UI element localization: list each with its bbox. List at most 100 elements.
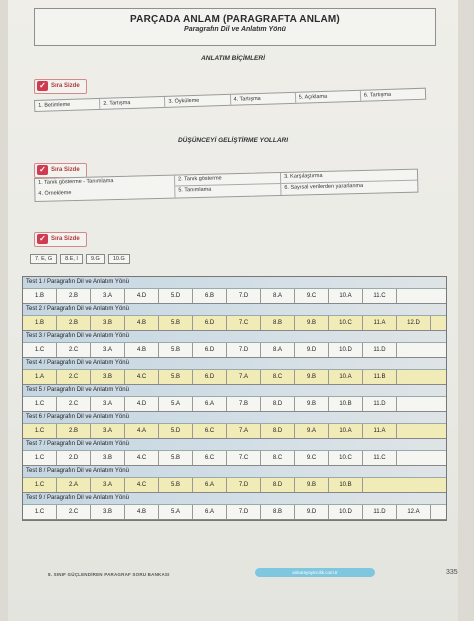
answer-cell: 9.B (295, 397, 329, 411)
answer-cell: 12.A (397, 505, 431, 519)
footer-website: ankarayayincilik.com.tr (255, 568, 375, 577)
answer-cell: 5.B (159, 451, 193, 465)
answer-cell: 5.D (159, 424, 193, 438)
answer-row: 1.B 2.B 3.A 4.D 5.D 6.B 7.D 8.A 9.C 10.A 11.C (23, 289, 446, 304)
answer-cell: 9.D (295, 343, 329, 357)
s3-item: 8.E, I (60, 254, 83, 264)
test-title: Test 7 / Paragrafın Dil ve Anlatım Yönü (23, 439, 446, 451)
answer-cell: 10.D (329, 505, 363, 519)
page-title: PARÇADA ANLAM (PARAGRAFTA ANLAM) (130, 14, 340, 25)
book-page: PARÇADA ANLAM (PARAGRAFTA ANLAM) Paragra… (8, 0, 458, 621)
section1-answers: 1. Betimleme 2. Tartışma 3. Öyküleme 4. … (34, 87, 427, 112)
answer-cell: 1.A (23, 370, 57, 384)
s2-cell: 6. Sayısal verilerden yararlanma (284, 182, 364, 191)
s1-item: 1. Betimleme (35, 98, 101, 111)
answer-cell: 7.D (227, 478, 261, 492)
answer-cell: 11.B (363, 370, 397, 384)
answer-cell: 6.D (193, 343, 227, 357)
section2-heading: DÜŞÜNCEYİ GELİŞTİRME YOLLARI (177, 137, 289, 144)
answer-cell: 7.A (227, 424, 261, 438)
answer-cell: 6.A (193, 478, 227, 492)
test-title: Test 8 / Paragrafın Dil ve Anlatım Yönü (23, 466, 446, 478)
answer-cell: 11.D (363, 343, 397, 357)
section3-answers: 7. E, G 8.E, I 9.G 10.G (30, 254, 130, 264)
answer-cell: 9.A (295, 424, 329, 438)
answer-cell: 3.A (91, 424, 125, 438)
check-icon: ✓ (37, 234, 48, 244)
answer-cell: 6.D (193, 370, 227, 384)
footer-book-title: 8. SINIF GÜÇLENDİREN PARAGRAF SORU BANKA… (48, 572, 170, 577)
answer-cell: 4.B (125, 343, 159, 357)
test-title: Test 6 / Paragrafın Dil ve Anlatım Yönü (23, 412, 446, 424)
test-title: Test 2 / Paragrafın Dil ve Anlatım Yönü (23, 304, 446, 316)
badge-label: Sıra Sizde (51, 83, 80, 89)
answer-cell: 7.B (227, 397, 261, 411)
section2-answers: 1. Tanık gösterme - Tanımlama 2. Tanık g… (34, 168, 419, 202)
sira-sizde-badge-3: ✓ Sıra Sizde (34, 232, 87, 247)
answer-row: 1.A 2.C 3.B 4.C 5.B 6.D 7.A 8.C 9.B 10.A 11.B (23, 370, 446, 385)
answer-cell: 6.A (193, 397, 227, 411)
sira-sizde-badge-2: ✓ Sıra Sizde (34, 163, 87, 178)
answer-cell: 2.C (57, 343, 91, 357)
answer-cell: 8.D (261, 397, 295, 411)
badge-label: Sıra Sizde (51, 167, 80, 173)
page-subtitle: Paragrafın Dil ve Anlatım Yönü (184, 26, 286, 33)
answer-cell: 6.B (193, 289, 227, 303)
answer-cell: 9.B (295, 316, 329, 330)
answer-cell: 11.D (363, 505, 397, 519)
answer-row: 1.C 2.C 3.A 4.D 5.A 6.A 7.B 8.D 9.B 10.B 11.D (23, 397, 446, 412)
answer-cell: 2.C (57, 397, 91, 411)
answer-cell: 3.A (91, 343, 125, 357)
answer-cell: 1.C (23, 424, 57, 438)
answer-cell: 5.B (159, 316, 193, 330)
answer-cell: 6.D (193, 316, 227, 330)
answer-cell: 8.A (261, 289, 295, 303)
answer-cell: 2.B (57, 289, 91, 303)
s2-cell: 5. Tanımlama (175, 183, 282, 198)
answer-cell: 7.A (227, 370, 261, 384)
answer-cell: 3.B (91, 451, 125, 465)
answer-cell: 5.D (159, 289, 193, 303)
s1-item: 6. Tartışma (363, 91, 392, 99)
answer-cell: 10.A (329, 424, 363, 438)
answer-row: 1.C 2.B 3.A 4.A 5.D 6.C 7.A 8.D 9.A 10.A 11.A (23, 424, 446, 439)
answer-cell: 5.A (159, 505, 193, 519)
answer-cell: 10.C (329, 316, 363, 330)
answer-cell: 1.C (23, 397, 57, 411)
answer-cell: 9.C (295, 451, 329, 465)
answer-cell: 11.D (363, 397, 397, 411)
s3-item: 7. E, G (30, 254, 58, 264)
answer-cell: 9.B (295, 370, 329, 384)
answer-row: 1.C 2.D 3.B 4.C 5.B 6.C 7.C 8.C 9.C 10.C 11.C (23, 451, 446, 466)
answer-cell: 8.D (261, 424, 295, 438)
answer-cell: 8.B (261, 316, 295, 330)
answer-cell: 8.C (261, 451, 295, 465)
answer-cell: 2.D (57, 451, 91, 465)
answer-cell: 11.C (363, 451, 397, 465)
sira-sizde-badge-1: ✓ Sıra Sizde (34, 79, 87, 94)
answer-cell: 9.C (295, 289, 329, 303)
s1-item: 3. Öyküleme (165, 94, 231, 107)
s2-cell: 4. Örnekleme (35, 186, 176, 201)
answer-cell: 5.A (159, 397, 193, 411)
answer-cell: 1.C (23, 343, 57, 357)
answer-cell: 3.A (91, 397, 125, 411)
answer-cell: 7.C (227, 316, 261, 330)
s3-item: 10.G (107, 254, 130, 264)
answer-cell: 5.B (159, 370, 193, 384)
answer-cell: 2.A (57, 478, 91, 492)
test-title: Test 4 / Paragrafın Dil ve Anlatım Yönü (23, 358, 446, 370)
test-title: Test 3 / Paragrafın Dil ve Anlatım Yönü (23, 331, 446, 343)
answer-cell: 2.B (57, 316, 91, 330)
answer-cell: 2.C (57, 505, 91, 519)
page-number: 335 (446, 569, 458, 576)
answer-cell: 10.D (329, 343, 363, 357)
answer-cell: 6.C (193, 424, 227, 438)
answer-cell: 8.C (261, 370, 295, 384)
answer-cell: 9.D (295, 505, 329, 519)
answer-cell: 11.A (363, 424, 397, 438)
test-title: Test 1 / Paragrafın Dil ve Anlatım Yönü (23, 277, 446, 289)
answer-cell: 12.D (397, 316, 431, 330)
answer-cell: 7.D (227, 343, 261, 357)
section1-heading: ANLATIM BİÇİMLERİ (201, 55, 265, 62)
